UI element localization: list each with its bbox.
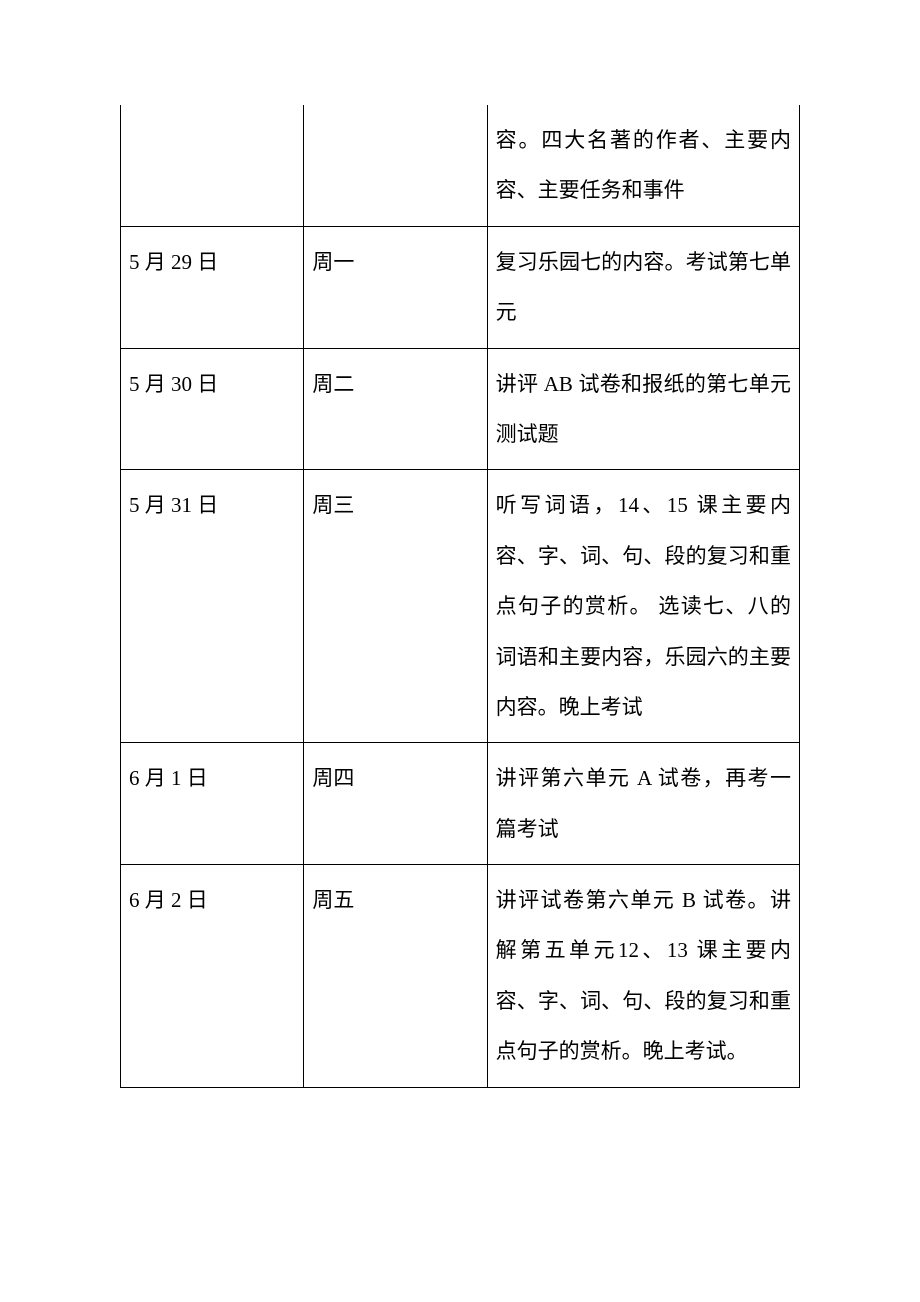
schedule-table: 容。四大名著的作者、主要内容、主要任务和事件 5 月 29 日 周一 复习乐园七… <box>120 105 800 1088</box>
cell-date: 6 月 1 日 <box>121 743 304 865</box>
table-row: 6 月 1 日 周四 讲评第六单元 A 试卷，再考一篇考试 <box>121 743 800 865</box>
cell-date: 5 月 29 日 <box>121 226 304 348</box>
cell-day: 周二 <box>304 348 487 470</box>
cell-date: 6 月 2 日 <box>121 865 304 1088</box>
cell-content: 听写词语，14、15 课主要内容、字、词、句、段的复习和重点句子的赏析。 选读七… <box>487 470 799 743</box>
cell-date <box>121 105 304 226</box>
cell-date: 5 月 31 日 <box>121 470 304 743</box>
table-row: 容。四大名著的作者、主要内容、主要任务和事件 <box>121 105 800 226</box>
cell-day: 周五 <box>304 865 487 1088</box>
table-row: 5 月 30 日 周二 讲评 AB 试卷和报纸的第七单元测试题 <box>121 348 800 470</box>
cell-content: 讲评 AB 试卷和报纸的第七单元测试题 <box>487 348 799 470</box>
cell-day <box>304 105 487 226</box>
cell-day: 周一 <box>304 226 487 348</box>
cell-day: 周四 <box>304 743 487 865</box>
table-row: 6 月 2 日 周五 讲评试卷第六单元 B 试卷。讲解第五单元12、13 课主要… <box>121 865 800 1088</box>
cell-content: 复习乐园七的内容。考试第七单元 <box>487 226 799 348</box>
cell-day: 周三 <box>304 470 487 743</box>
cell-content: 讲评试卷第六单元 B 试卷。讲解第五单元12、13 课主要内容、字、词、句、段的… <box>487 865 799 1088</box>
table-row: 5 月 31 日 周三 听写词语，14、15 课主要内容、字、词、句、段的复习和… <box>121 470 800 743</box>
cell-content: 容。四大名著的作者、主要内容、主要任务和事件 <box>487 105 799 226</box>
table-row: 5 月 29 日 周一 复习乐园七的内容。考试第七单元 <box>121 226 800 348</box>
cell-content: 讲评第六单元 A 试卷，再考一篇考试 <box>487 743 799 865</box>
table-body: 容。四大名著的作者、主要内容、主要任务和事件 5 月 29 日 周一 复习乐园七… <box>121 105 800 1087</box>
cell-date: 5 月 30 日 <box>121 348 304 470</box>
